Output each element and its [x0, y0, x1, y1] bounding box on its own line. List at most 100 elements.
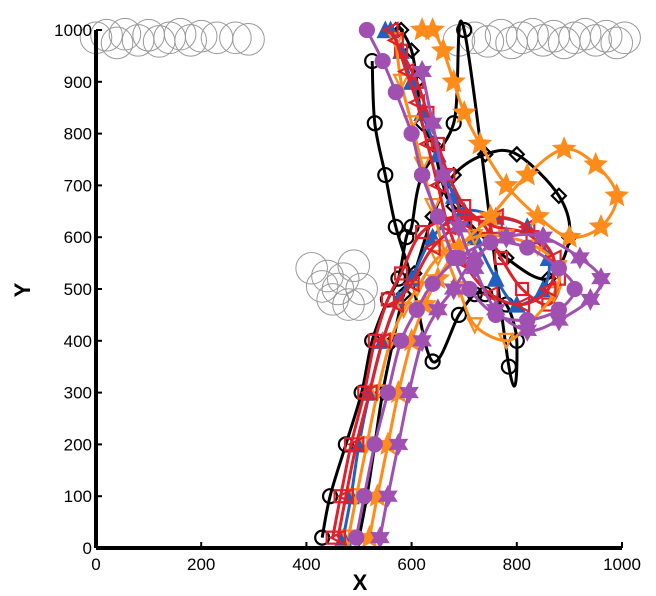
data-point-marker	[514, 281, 530, 297]
x-axis-title: X	[353, 570, 368, 595]
data-point-marker	[544, 249, 562, 267]
data-point-marker	[538, 280, 557, 298]
data-point-marker	[366, 115, 383, 132]
data-point-marker	[407, 93, 425, 112]
data-point-marker	[429, 208, 446, 225]
data-point-marker	[497, 332, 516, 351]
obstacle-circle	[516, 17, 549, 51]
data-point-marker	[424, 275, 441, 292]
data-point-marker	[396, 62, 415, 81]
data-point-marker	[533, 225, 553, 249]
data-point-marker	[481, 285, 499, 303]
data-point-marker	[467, 131, 493, 155]
series-7	[370, 60, 611, 549]
data-point-marker	[403, 125, 420, 142]
series-line	[336, 29, 557, 538]
data-point-marker	[388, 433, 409, 456]
data-point-marker	[415, 224, 430, 240]
data-point-marker	[367, 333, 382, 348]
data-point-marker	[380, 292, 396, 307]
x-tick-label: 1000	[603, 555, 641, 574]
data-point-marker	[445, 115, 462, 132]
y-tick-label: 900	[64, 73, 92, 92]
data-point-marker	[486, 269, 505, 287]
obstacle-circle	[316, 283, 349, 316]
data-point-marker	[374, 52, 391, 70]
x-axis-ticks: 0 200 400 600 800 1000	[91, 542, 641, 574]
y-axis-title: Y	[10, 282, 35, 297]
data-point-marker	[604, 182, 630, 207]
y-tick-label: 1000	[54, 21, 92, 40]
obstacle-circle	[142, 25, 176, 58]
data-point-marker	[412, 60, 432, 83]
obstacle-circle	[505, 21, 539, 55]
data-point-marker	[525, 203, 551, 227]
data-point-marker	[570, 246, 590, 270]
data-point-marker	[519, 239, 536, 256]
data-point-marker	[423, 198, 442, 216]
data-point-marker	[580, 288, 601, 311]
obstacle-circle	[232, 23, 265, 56]
obstacle-circle	[295, 252, 328, 285]
data-point-marker	[476, 145, 494, 163]
obstacle-circles	[79, 17, 641, 321]
obstacle-circle	[558, 21, 591, 55]
data-point-marker	[373, 332, 391, 350]
data-point-marker	[494, 172, 519, 196]
x-tick-label: 400	[292, 555, 320, 574]
data-point-marker	[493, 250, 509, 266]
data-point-marker	[408, 301, 425, 318]
y-tick-label: 800	[64, 125, 92, 144]
data-point-marker	[358, 21, 375, 39]
data-point-marker	[378, 484, 398, 508]
obstacle-circle	[305, 270, 339, 303]
data-point-marker	[551, 136, 577, 160]
data-point-marker	[422, 111, 443, 135]
x-tick-label: 600	[397, 555, 425, 574]
y-tick-label: 300	[64, 384, 92, 403]
data-point-marker	[549, 308, 569, 332]
trajectory-series	[314, 17, 630, 549]
data-point-marker	[393, 266, 409, 281]
data-point-marker	[387, 32, 405, 50]
series-6	[357, 17, 630, 549]
data-point-marker	[591, 267, 611, 290]
obstacle-circle	[342, 288, 376, 321]
data-point-marker	[512, 295, 531, 314]
x-tick-label: 200	[187, 555, 215, 574]
data-point-marker	[550, 301, 567, 318]
data-point-marker	[566, 280, 583, 298]
data-point-marker	[414, 166, 431, 184]
data-point-marker	[377, 166, 394, 184]
data-point-marker	[386, 295, 404, 314]
data-point-marker	[424, 353, 441, 370]
data-point-marker	[456, 21, 473, 39]
series-8	[348, 21, 583, 546]
y-tick-label: 100	[64, 487, 92, 506]
obstacle-circle	[100, 26, 134, 60]
obstacle-circle	[579, 24, 612, 57]
data-point-marker	[348, 529, 365, 546]
data-point-marker	[461, 280, 478, 298]
axes: 0 200 400 600 800 1000 0 100 200 300 400 500 600 700…	[54, 21, 641, 574]
data-point-marker	[508, 145, 526, 163]
obstacle-circle	[163, 17, 197, 51]
y-tick-label: 400	[64, 332, 92, 351]
data-point-marker	[379, 384, 397, 401]
data-point-marker	[557, 224, 582, 248]
data-point-marker	[465, 317, 484, 335]
data-point-marker	[441, 68, 466, 93]
data-point-marker	[550, 260, 567, 277]
series-5	[328, 21, 562, 547]
obstacle-circle	[600, 26, 634, 60]
data-point-marker	[356, 488, 373, 505]
data-point-marker	[392, 332, 410, 349]
data-point-marker	[452, 100, 477, 124]
data-point-marker	[387, 218, 404, 235]
x-tick-label: 800	[503, 555, 531, 574]
data-point-marker	[366, 436, 383, 453]
data-point-marker	[515, 162, 540, 186]
data-point-marker	[428, 298, 448, 322]
obstacle-circle	[90, 18, 123, 52]
data-point-marker	[433, 163, 454, 187]
